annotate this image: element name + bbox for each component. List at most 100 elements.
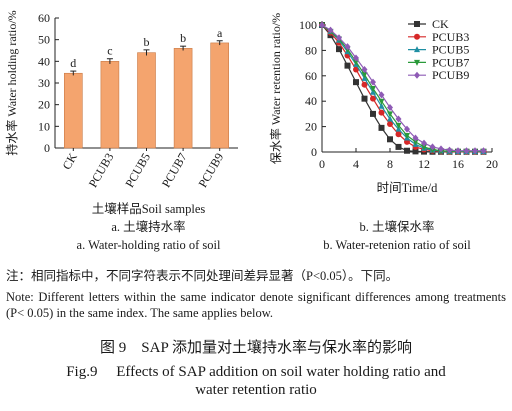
y-tick-label: 20 [38,98,50,112]
point-ck [336,46,342,53]
x-tick-label: 20 [486,157,498,171]
y-tick-label: 0 [311,145,317,159]
x-tick-label: PCUB7 [159,151,190,190]
subcaption-b-cn: b. 土壤保水率 [359,219,434,234]
point-pcub5 [387,115,393,122]
legend-marker [414,21,420,27]
point-pcub9 [319,21,325,29]
bar-pcub5 [137,52,156,149]
point-pcub7 [412,139,419,146]
point-ck [361,95,368,102]
x-tick-label: 12 [418,157,430,171]
significance-letter: b [144,35,150,49]
point-pcub3 [361,81,368,88]
point-pcub9 [353,54,359,62]
point-pcub9 [463,147,470,155]
point-pcub9 [480,147,487,155]
y-tick-label: 60 [38,11,50,25]
bar-pcub7 [173,48,193,149]
x-tick-label: CK [59,150,80,172]
caption-en-line2: water retention ratio [195,382,317,398]
subcaption-a-cn: a. 土壤持水率 [111,219,185,234]
caption-en-line1: Fig.9 Effects of SAP addition on soil wa… [66,364,446,380]
subcaption-b-en: b. Water-retenion ratio of soil [323,238,471,252]
point-pcub7 [370,86,376,92]
point-pcub7 [378,98,385,105]
legend-label: CK [432,17,449,31]
point-pcub9 [421,139,427,147]
legend-marker [414,59,420,66]
bar-pcub3 [100,61,120,149]
point-ck [370,110,376,117]
y-tick-label: 30 [38,76,50,90]
legend-marker [414,33,420,40]
y-tick-label: 60 [305,69,317,83]
y-tick-label: 10 [38,119,50,133]
note-cn: 注：相同指标中，不同字符表示不同处理间差异显著（P<0.05）。下同。 [6,269,399,283]
x-axis-label: 时间Time/d [377,181,438,195]
point-pcub3 [370,95,376,102]
bar-pcub9 [210,42,229,149]
y-axis-label: 保水率 Water retention ratio/% [268,13,283,164]
y-tick-label: 40 [305,94,317,108]
y-tick-label: 20 [305,120,317,134]
point-ck [387,136,393,143]
point-pcub9 [327,26,334,34]
point-pcub7 [421,144,427,151]
point-ck [404,147,410,154]
point-ck [378,124,385,131]
point-pcub3 [395,131,402,138]
point-pcub7 [404,132,410,139]
point-pcub3 [387,121,393,128]
point-pcub9 [387,104,393,112]
point-pcub9 [404,125,410,133]
point-pcub7 [395,122,402,129]
y-tick-label: 40 [38,54,50,68]
significance-letter: a [217,26,223,40]
legend-marker [414,46,420,53]
legend-label: PCUB7 [432,55,469,69]
x-tick-label: PCUB3 [86,151,117,190]
point-pcub9 [455,147,461,155]
y-tick-label: 100 [299,18,317,32]
legend-label: PCUB5 [432,43,469,57]
legend-label: PCUB9 [432,68,469,82]
subcaption-a-en: a. Water-holding ratio of soil [77,238,221,252]
x-tick-label: PCUB5 [122,151,153,190]
y-tick-label: 50 [38,33,50,47]
significance-letter: b [180,31,186,45]
note-en: Note: Different letters within the same … [6,290,506,320]
y-axis-label: 持水率 Water holding ratio/% [4,10,19,155]
point-pcub9 [378,91,385,99]
point-ck [344,62,351,69]
x-tick-label: 4 [353,157,359,171]
point-pcub9 [472,147,478,155]
point-pcub7 [387,111,393,118]
point-pcub9 [429,143,436,151]
point-pcub7 [361,72,368,79]
point-ck [353,79,359,86]
point-pcub9 [336,34,342,42]
y-tick-label: 0 [44,141,50,155]
point-pcub9 [438,145,444,153]
x-tick-label: 0 [319,157,325,171]
bar-chart-water-holding: 0 10 20 30 40 50 60 持水率 Water holding ratio/% d C… [4,10,238,252]
point-ck [395,143,402,150]
line-chart-water-retention: 0 20 40 60 80 100 0 4 8 12 16 20 保水率 Water retention… [268,13,498,252]
x-tick-label: 16 [452,157,464,171]
significance-letter: c [107,44,112,58]
x-tick-label: 8 [387,157,393,171]
bar-ck [64,72,83,149]
x-tick-label: PCUB9 [195,151,226,190]
point-pcub9 [446,146,453,154]
legend-label: PCUB3 [432,30,469,44]
point-pcub9 [370,78,376,86]
point-ck [412,148,419,155]
legend-marker [414,71,420,79]
point-pcub3 [378,109,385,116]
x-axis-label: 土壤样品Soil samples [92,201,206,216]
point-pcub9 [412,134,419,142]
point-pcub5 [378,102,385,109]
point-pcub9 [361,65,368,73]
